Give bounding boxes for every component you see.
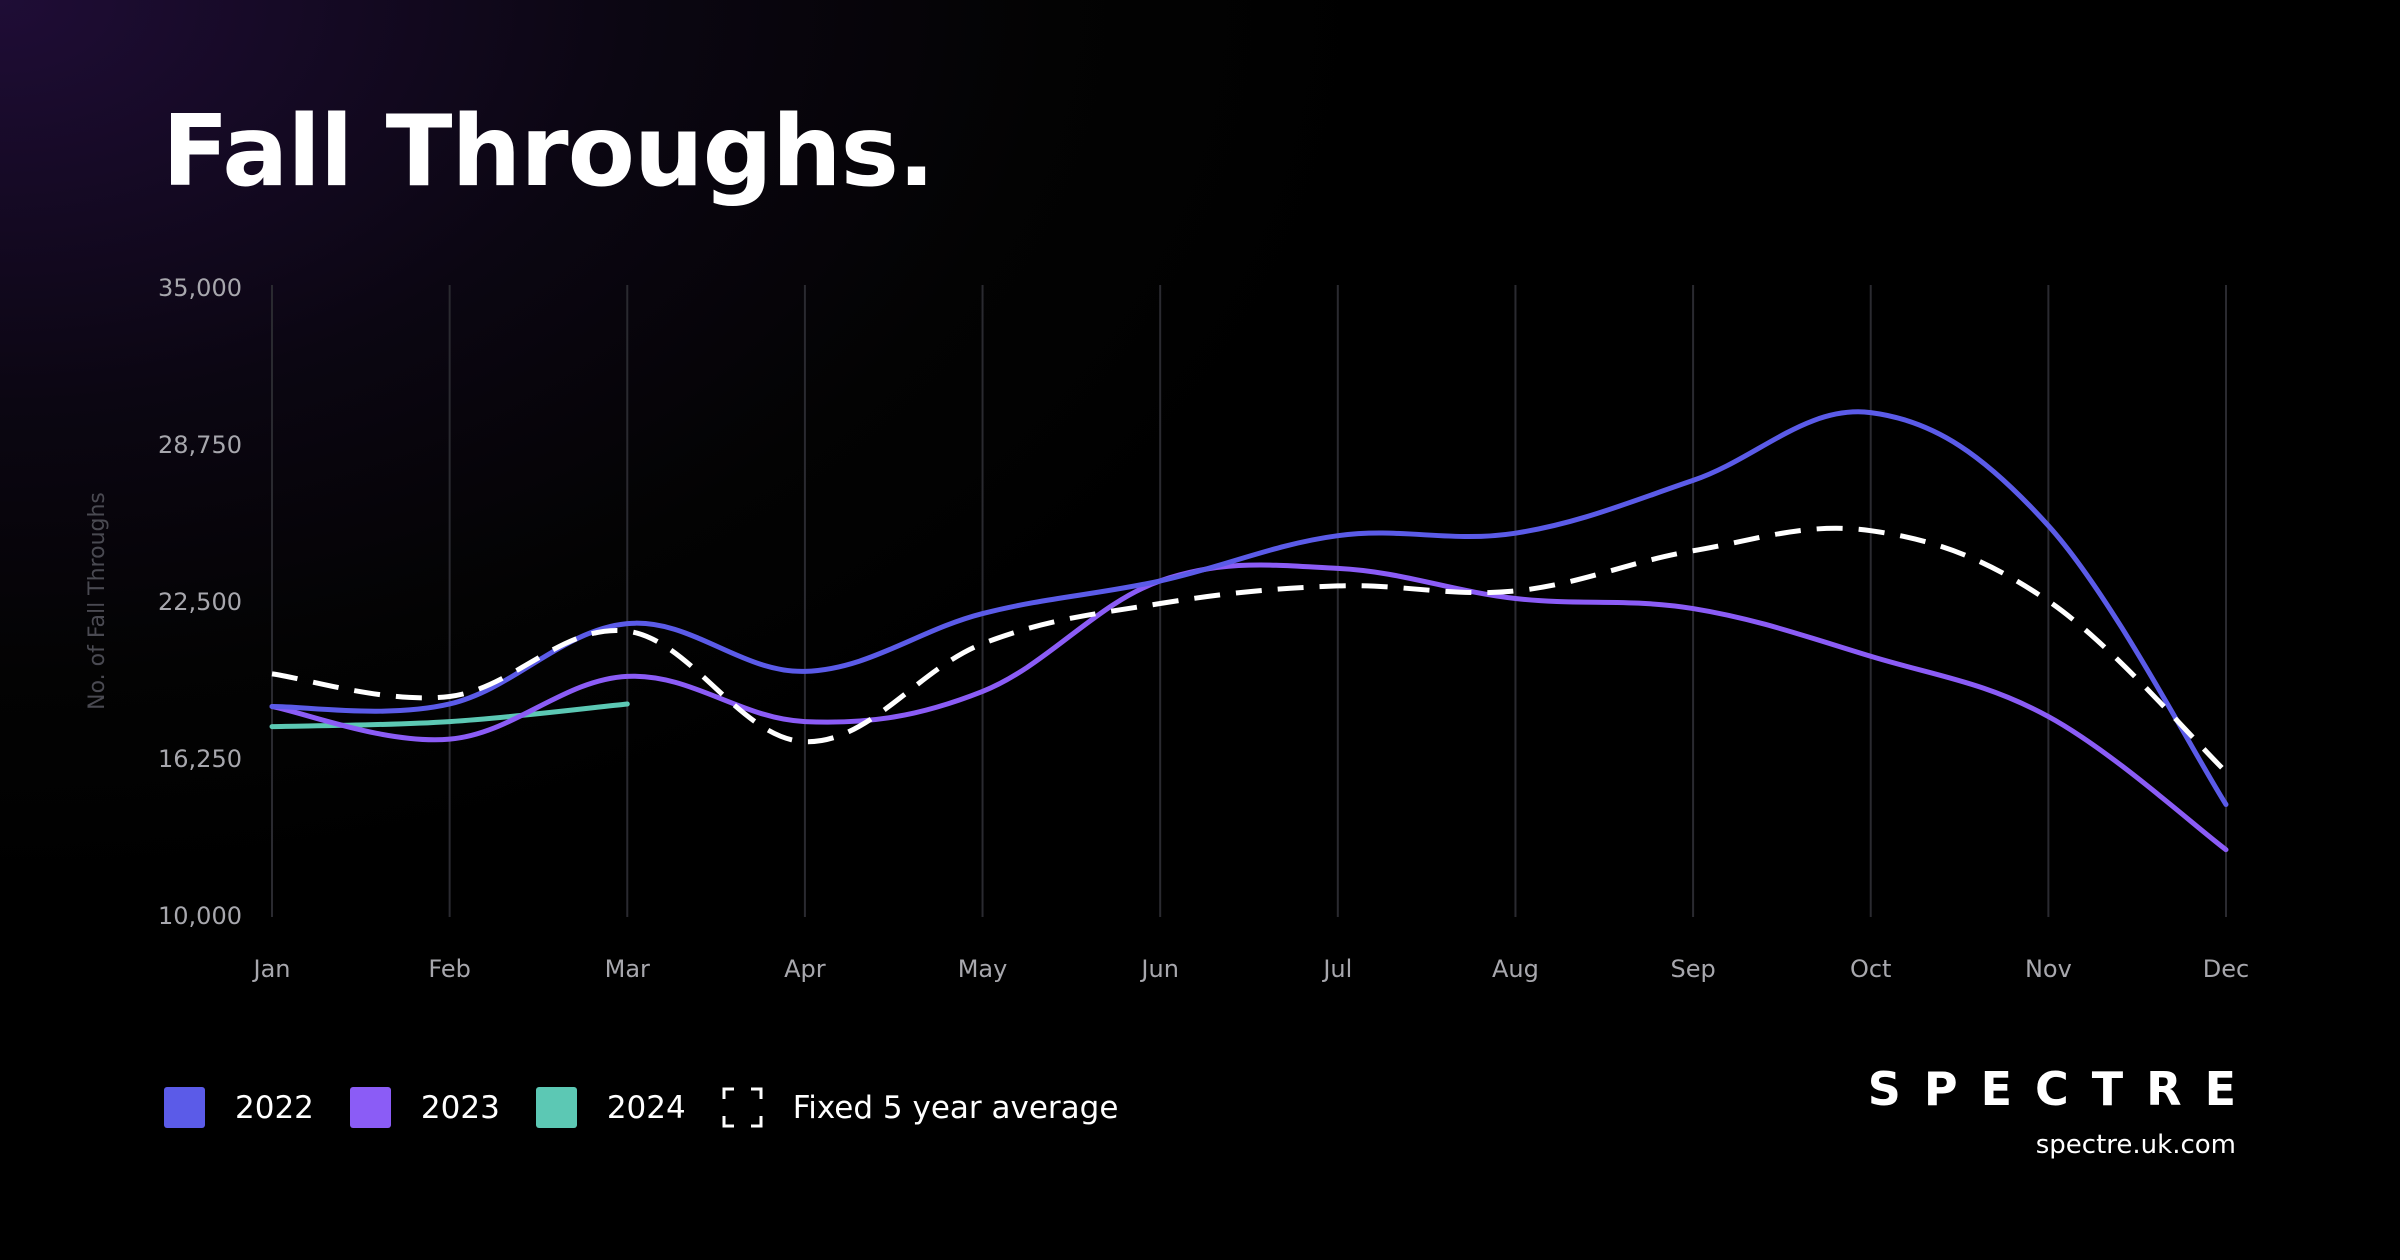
y-axis-label: No. of Fall Throughs	[85, 492, 110, 710]
legend-label-2023: 2023	[420, 1089, 500, 1126]
dashed-square-icon	[722, 1087, 763, 1128]
series-line-2024	[269, 701, 630, 730]
legend-item-2024: 2024	[535, 1087, 686, 1128]
x-tick-label-sep: Sep	[1670, 955, 1715, 983]
legend-item-2023: 2023	[349, 1087, 500, 1128]
x-tick-label-jan: Jan	[252, 955, 291, 983]
x-tick-label-dec: Dec	[2203, 955, 2249, 983]
y-tick-label-2: 22,500	[158, 588, 242, 616]
legend-label-2024: 2024	[606, 1089, 686, 1126]
series-line-fixed-5-year-average	[271, 525, 2228, 774]
x-tick-label-mar: Mar	[605, 955, 650, 983]
series-line-2022	[269, 409, 2229, 807]
x-tick-label-apr: Apr	[784, 955, 826, 983]
brand-logo: SPECTRE	[1867, 1062, 2259, 1116]
legend-swatch-2022	[164, 1087, 205, 1128]
x-tick-label-may: May	[958, 955, 1008, 983]
chart-legend: 2022 2023 2024 Fixed 5 year average	[164, 1087, 1154, 1128]
brand-url: spectre.uk.com	[2035, 1130, 2236, 1160]
legend-swatch-2023	[349, 1087, 391, 1128]
brand: SPECTRE spectre.uk.com	[1868, 1062, 2236, 1160]
legend-swatch-2024	[535, 1087, 577, 1128]
legend-item-2022: 2022	[164, 1087, 314, 1128]
x-tick-label-feb: Feb	[428, 955, 471, 983]
x-tick-label-jul: Jul	[1321, 955, 1352, 983]
y-tick-label-0: 10,000	[158, 902, 242, 930]
x-tick-label-nov: Nov	[2025, 955, 2072, 983]
y-tick-label-4: 35,000	[158, 274, 242, 302]
x-tick-label-oct: Oct	[1850, 955, 1892, 983]
y-tick-label-1: 16,250	[158, 745, 242, 773]
page-title: Fall Throughs.	[162, 95, 935, 209]
legend-label-average: Fixed 5 year average	[792, 1089, 1119, 1126]
x-tick-label-jun: Jun	[1139, 955, 1179, 983]
series-line-2023	[269, 562, 2229, 853]
legend-item-average: Fixed 5 year average	[722, 1087, 1119, 1128]
x-tick-label-aug: Aug	[1492, 955, 1539, 983]
y-tick-label-3: 28,750	[158, 431, 242, 459]
legend-label-2022: 2022	[235, 1089, 314, 1126]
